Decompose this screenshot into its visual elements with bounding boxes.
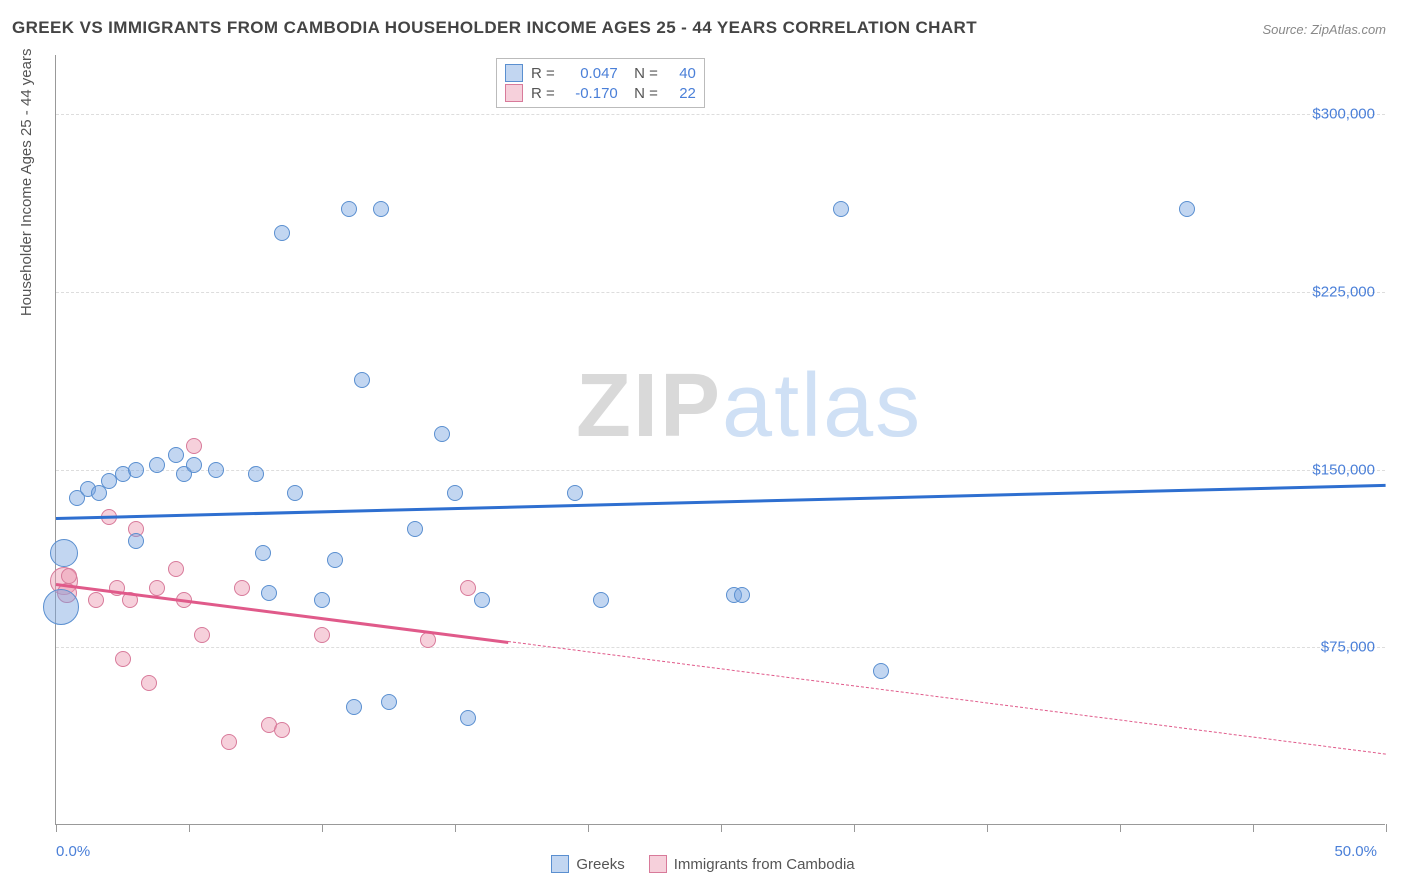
correlation-row: R = 0.047 N = 40 [505, 63, 696, 83]
scatter-point-series2 [420, 632, 436, 648]
scatter-point-series1 [50, 539, 78, 567]
scatter-point-series1 [255, 545, 271, 561]
x-tick [588, 824, 589, 832]
x-tick [1386, 824, 1387, 832]
scatter-point-series1 [186, 457, 202, 473]
chart-title: GREEK VS IMMIGRANTS FROM CAMBODIA HOUSEH… [12, 18, 977, 38]
legend-swatch [551, 855, 569, 873]
trendline-series2-solid [56, 583, 509, 643]
x-tick [1253, 824, 1254, 832]
scatter-point-series1 [128, 462, 144, 478]
scatter-point-series2 [115, 651, 131, 667]
scatter-point-series2 [186, 438, 202, 454]
legend-swatch [505, 64, 523, 82]
gridline [56, 114, 1385, 115]
scatter-point-series1 [734, 587, 750, 603]
y-tick-label: $300,000 [1312, 106, 1375, 123]
r-label: R = [531, 65, 555, 82]
watermark: ZIPatlas [576, 355, 922, 458]
scatter-point-series1 [149, 457, 165, 473]
scatter-plot-area: ZIPatlas R = 0.047 N = 40 R = -0.170 N = 22 $… [55, 55, 1385, 825]
legend: Greeks Immigrants from Cambodia [0, 855, 1406, 877]
y-tick-label: $75,000 [1321, 639, 1375, 656]
scatter-point-series2 [194, 627, 210, 643]
scatter-point-series2 [168, 561, 184, 577]
x-tick [721, 824, 722, 832]
legend-swatch [505, 84, 523, 102]
x-tick [455, 824, 456, 832]
r-label: R = [531, 85, 555, 102]
legend-label: Greeks [576, 856, 624, 873]
scatter-point-series1 [593, 592, 609, 608]
y-tick-label: $225,000 [1312, 283, 1375, 300]
scatter-point-series2 [274, 722, 290, 738]
legend-swatch [649, 855, 667, 873]
scatter-point-series1 [833, 201, 849, 217]
trendline-series2-dashed [508, 641, 1386, 755]
scatter-point-series2 [314, 627, 330, 643]
scatter-point-series1 [274, 225, 290, 241]
legend-item: Immigrants from Cambodia [649, 855, 855, 873]
scatter-point-series1 [1179, 201, 1195, 217]
scatter-point-series1 [261, 585, 277, 601]
source-attribution: Source: ZipAtlas.com [1262, 22, 1386, 37]
scatter-point-series1 [128, 533, 144, 549]
scatter-point-series1 [43, 589, 79, 625]
scatter-point-series1 [567, 485, 583, 501]
x-tick [987, 824, 988, 832]
legend-label: Immigrants from Cambodia [674, 856, 855, 873]
trendline-series1-solid [56, 484, 1386, 520]
scatter-point-series1 [314, 592, 330, 608]
scatter-point-series1 [168, 447, 184, 463]
watermark-atlas: atlas [722, 356, 922, 456]
n-label: N = [626, 85, 658, 102]
x-tick [56, 824, 57, 832]
y-tick-label: $150,000 [1312, 461, 1375, 478]
scatter-point-series2 [141, 675, 157, 691]
legend-item: Greeks [551, 855, 624, 873]
n-value: 40 [666, 65, 696, 82]
n-label: N = [626, 65, 658, 82]
scatter-point-series1 [327, 552, 343, 568]
scatter-point-series1 [873, 663, 889, 679]
x-tick [322, 824, 323, 832]
scatter-point-series1 [447, 485, 463, 501]
r-value: 0.047 [563, 65, 618, 82]
scatter-point-series1 [434, 426, 450, 442]
correlation-row: R = -0.170 N = 22 [505, 83, 696, 103]
scatter-point-series1 [373, 201, 389, 217]
scatter-point-series1 [341, 201, 357, 217]
scatter-point-series1 [407, 521, 423, 537]
scatter-point-series2 [88, 592, 104, 608]
gridline [56, 647, 1385, 648]
x-tick [189, 824, 190, 832]
r-value: -0.170 [563, 85, 618, 102]
scatter-point-series1 [248, 466, 264, 482]
watermark-zip: ZIP [576, 356, 722, 456]
scatter-point-series1 [381, 694, 397, 710]
scatter-point-series1 [287, 485, 303, 501]
x-tick [854, 824, 855, 832]
gridline [56, 292, 1385, 293]
scatter-point-series1 [208, 462, 224, 478]
x-tick [1120, 824, 1121, 832]
scatter-point-series2 [149, 580, 165, 596]
scatter-point-series2 [460, 580, 476, 596]
correlation-box: R = 0.047 N = 40 R = -0.170 N = 22 [496, 58, 705, 108]
y-axis-label: Householder Income Ages 25 - 44 years [18, 49, 35, 317]
scatter-point-series2 [61, 568, 77, 584]
scatter-point-series1 [460, 710, 476, 726]
scatter-point-series2 [221, 734, 237, 750]
n-value: 22 [666, 85, 696, 102]
scatter-point-series1 [474, 592, 490, 608]
scatter-point-series1 [346, 699, 362, 715]
scatter-point-series1 [354, 372, 370, 388]
scatter-point-series2 [234, 580, 250, 596]
